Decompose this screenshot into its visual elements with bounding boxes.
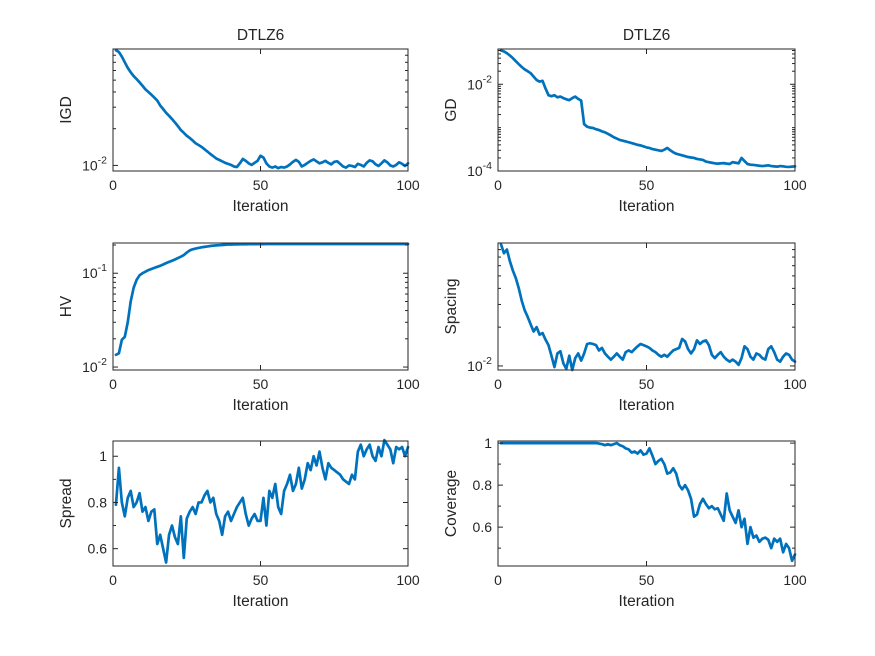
- y-tick-label-gd: 10-4: [467, 160, 492, 179]
- x-tick-label-hv: 50: [253, 376, 269, 392]
- ticks-gd: [497, 49, 796, 172]
- plot-area-hv: [113, 243, 408, 370]
- y-axis-label-hv: HV: [58, 295, 75, 317]
- subplot-title-gd: DTLZ6: [623, 27, 670, 44]
- x-tick-label-igd: 50: [253, 177, 269, 193]
- subplot-gd: 0 50 100 10-2 10-4 DTLZ6 Iteration GD: [443, 27, 807, 215]
- subplot-title-igd: DTLZ6: [237, 27, 284, 44]
- x-tick-label-gd: 50: [639, 177, 655, 193]
- x-tick-label-igd: 100: [396, 177, 420, 193]
- series-line-hv: [114, 242, 410, 357]
- y-tick-label-coverage: 0.8: [473, 477, 493, 493]
- subplot-igd: 0 50 100 10-2 DTLZ6 Iteration IGD: [58, 27, 420, 215]
- series-line-spread: [114, 438, 410, 564]
- x-tick-label-gd: 100: [783, 177, 807, 193]
- x-tick-label-spread: 100: [396, 572, 420, 588]
- subplot-coverage: 0 50 100 1 0.8 0.6 Iteration Coverage: [443, 435, 807, 610]
- x-tick-label-spread: 50: [253, 572, 269, 588]
- y-tick-label-spacing: 10-2: [467, 355, 492, 374]
- x-tick-label-coverage: 0: [494, 572, 502, 588]
- subplot-spread: 0 50 100 1 0.8 0.6 Iteration Spread: [58, 438, 420, 610]
- y-axis-label-spread: Spread: [58, 479, 75, 529]
- y-tick-label-hv: 10-1: [82, 262, 107, 281]
- series-line-spacing: [499, 242, 797, 372]
- y-tick-label-spread: 1: [99, 448, 107, 464]
- x-axis-label-spacing: Iteration: [618, 397, 674, 414]
- ticks-hv: [112, 243, 409, 370]
- subplot-spacing: 0 50 100 10-2 Iteration Spacing: [443, 242, 807, 414]
- y-tick-label-igd: 10-2: [82, 154, 107, 173]
- series-line-coverage: [499, 441, 797, 563]
- y-tick-label-spread: 0.8: [88, 494, 108, 510]
- x-tick-label-spacing: 50: [639, 376, 655, 392]
- plot-area-spacing: [498, 243, 795, 370]
- x-axis-label-coverage: Iteration: [618, 593, 674, 610]
- series-line-igd: [114, 48, 410, 170]
- x-axis-label-spread: Iteration: [232, 593, 288, 610]
- y-tick-label-spread: 0.6: [88, 541, 108, 557]
- subplot-hv: 0 50 100 10-1 10-2 Iteration HV: [58, 242, 420, 414]
- plot-area-spread: [113, 441, 408, 566]
- plot-area-coverage: [498, 441, 795, 566]
- y-tick-label-gd: 10-2: [467, 73, 492, 92]
- plot-area-gd: [498, 49, 795, 171]
- y-tick-label-coverage: 1: [484, 435, 492, 451]
- ticks-coverage: [497, 441, 796, 566]
- ticks-spread: [112, 441, 409, 566]
- x-axis-label-igd: Iteration: [232, 198, 288, 215]
- ticks-igd: [112, 48, 409, 172]
- y-tick-label-hv: 10-2: [82, 356, 107, 375]
- plot-area-igd: [113, 49, 408, 171]
- x-tick-label-hv: 0: [109, 376, 117, 392]
- x-tick-label-hv: 100: [396, 376, 420, 392]
- x-tick-label-gd: 0: [494, 177, 502, 193]
- y-axis-label-coverage: Coverage: [443, 470, 460, 537]
- x-tick-label-spread: 0: [109, 572, 117, 588]
- x-axis-label-hv: Iteration: [232, 397, 288, 414]
- y-tick-label-coverage: 0.6: [473, 519, 493, 535]
- series-line-gd: [499, 49, 797, 169]
- x-tick-label-coverage: 50: [639, 572, 655, 588]
- ticks-spacing: [497, 242, 796, 370]
- x-tick-label-coverage: 100: [783, 572, 807, 588]
- y-axis-label-igd: IGD: [58, 96, 75, 124]
- x-tick-label-spacing: 100: [783, 376, 807, 392]
- y-axis-label-spacing: Spacing: [443, 278, 460, 334]
- x-tick-label-spacing: 0: [494, 376, 502, 392]
- x-tick-label-igd: 0: [109, 177, 117, 193]
- x-axis-label-gd: Iteration: [618, 198, 674, 215]
- y-axis-label-gd: GD: [443, 98, 460, 121]
